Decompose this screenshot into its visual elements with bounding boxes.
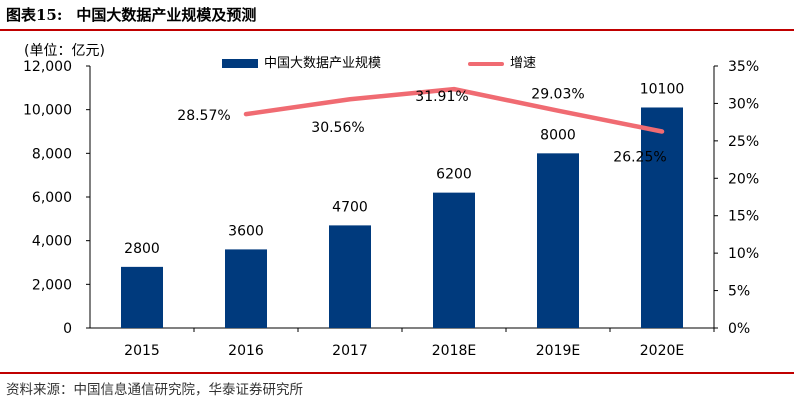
left-tick-label: 6,000 <box>32 190 72 206</box>
right-tick-label: 30% <box>728 96 759 112</box>
bar <box>641 107 683 328</box>
figure-title-text: 中国大数据产业规模及预测 <box>76 6 257 24</box>
bar <box>225 249 267 328</box>
left-tick-label: 0 <box>63 321 72 337</box>
right-tick-label: 20% <box>728 171 759 187</box>
bar <box>537 153 579 328</box>
legend-item-bar: 中国大数据产业规模 <box>222 52 382 71</box>
legend-line-swatch <box>468 61 504 66</box>
growth-line <box>243 86 665 134</box>
right-tick-label: 0% <box>728 321 750 337</box>
x-tick-label: 2015 <box>124 343 160 359</box>
bar-data-label: 6200 <box>436 167 472 183</box>
left-tick-label: 10,000 <box>23 103 72 119</box>
line-data-label: 28.57% <box>177 108 230 124</box>
left-tick-label: 2,000 <box>32 277 72 293</box>
line-data-label: 29.03% <box>531 87 584 103</box>
bar <box>121 266 163 328</box>
left-tick-label: 4,000 <box>32 234 72 250</box>
line-data-label: 30.56% <box>311 120 364 136</box>
x-tick-label: 2019E <box>536 343 580 359</box>
x-tick-label: 2018E <box>432 343 476 359</box>
line-data-label: 31.91% <box>415 89 468 105</box>
bar-data-label: 3600 <box>228 223 264 239</box>
line-data-label: 26.25% <box>613 150 666 166</box>
figure-number: 图表15: <box>6 6 63 24</box>
bar-data-label: 2800 <box>124 241 160 257</box>
figure-title: 图表15: 中国大数据产业规模及预测 <box>6 3 256 29</box>
legend-bar-swatch <box>222 59 258 68</box>
right-tick-label: 25% <box>728 134 759 150</box>
top-divider <box>0 29 794 31</box>
legend-item-line: 增速 <box>468 52 537 71</box>
unit-label: (单位：亿元) <box>24 43 105 59</box>
bottom-divider <box>0 372 794 374</box>
x-tick-label: 2020E <box>640 343 684 359</box>
x-tick-label: 2016 <box>228 343 264 359</box>
bar <box>329 225 371 328</box>
bar <box>433 192 475 328</box>
bar-data-label: 8000 <box>540 127 576 143</box>
right-tick-label: 10% <box>728 246 759 262</box>
left-tick-label: 12,000 <box>23 59 72 75</box>
x-tick-label: 2017 <box>332 343 368 359</box>
right-tick-label: 35% <box>728 59 759 75</box>
bar-data-label: 4700 <box>332 199 368 215</box>
legend-bar-label: 中国大数据产业规模 <box>264 56 382 71</box>
left-tick-label: 8,000 <box>32 146 72 162</box>
legend-line-label: 增速 <box>510 56 537 71</box>
source-note: 资料来源：中国信息通信研究院，华泰证券研究所 <box>6 382 303 398</box>
bar-data-label: 10100 <box>640 81 685 97</box>
right-tick-label: 15% <box>728 209 759 225</box>
right-tick-label: 5% <box>728 284 750 300</box>
